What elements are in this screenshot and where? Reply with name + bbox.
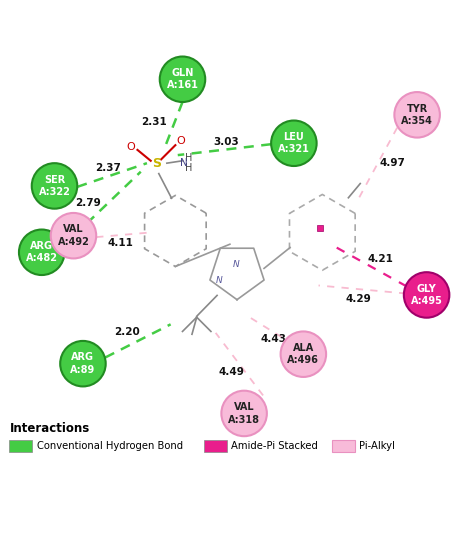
- Text: H: H: [185, 163, 192, 173]
- Circle shape: [281, 332, 326, 377]
- Text: Amide-Pi Stacked: Amide-Pi Stacked: [231, 441, 318, 451]
- Text: 2.79: 2.79: [75, 198, 100, 208]
- Circle shape: [19, 230, 64, 275]
- Circle shape: [394, 92, 440, 138]
- Circle shape: [404, 272, 449, 318]
- Text: TYR
A:354: TYR A:354: [401, 103, 433, 126]
- Text: 4.49: 4.49: [219, 367, 244, 377]
- FancyBboxPatch shape: [204, 440, 227, 453]
- Text: 4.11: 4.11: [108, 238, 134, 248]
- Text: 3.03: 3.03: [214, 138, 239, 147]
- Text: GLN
A:161: GLN A:161: [166, 68, 199, 91]
- FancyBboxPatch shape: [9, 440, 32, 453]
- Circle shape: [51, 213, 96, 259]
- Text: 2.37: 2.37: [95, 163, 121, 173]
- Text: Interactions: Interactions: [9, 422, 90, 435]
- Text: O: O: [177, 136, 185, 147]
- Text: Conventional Hydrogen Bond: Conventional Hydrogen Bond: [37, 441, 183, 451]
- Text: 2.20: 2.20: [114, 327, 140, 337]
- Text: 4.21: 4.21: [367, 254, 393, 264]
- Text: 4.97: 4.97: [380, 158, 405, 168]
- Circle shape: [221, 391, 267, 436]
- Text: N: N: [180, 158, 188, 168]
- Text: 2.31: 2.31: [141, 117, 167, 127]
- Text: Pi-Alkyl: Pi-Alkyl: [359, 441, 395, 451]
- Circle shape: [32, 163, 77, 209]
- Text: VAL
A:492: VAL A:492: [57, 224, 90, 247]
- Text: N: N: [233, 260, 239, 269]
- Circle shape: [60, 341, 106, 386]
- Circle shape: [271, 120, 317, 166]
- Text: N: N: [216, 276, 222, 285]
- Text: GLY
A:495: GLY A:495: [410, 284, 443, 306]
- Text: ARG
A:482: ARG A:482: [26, 241, 58, 263]
- Text: ARG
A:89: ARG A:89: [70, 352, 96, 375]
- Text: SER
A:322: SER A:322: [38, 175, 71, 197]
- Text: S: S: [152, 157, 161, 169]
- Text: VAL
A:318: VAL A:318: [228, 402, 260, 425]
- FancyBboxPatch shape: [332, 440, 355, 453]
- Circle shape: [160, 56, 205, 102]
- Text: O: O: [127, 142, 135, 151]
- Text: ALA
A:496: ALA A:496: [287, 343, 319, 366]
- Text: H: H: [185, 154, 192, 164]
- Text: 4.43: 4.43: [261, 335, 287, 344]
- Text: 4.29: 4.29: [346, 294, 371, 304]
- Text: LEU
A:321: LEU A:321: [278, 132, 310, 155]
